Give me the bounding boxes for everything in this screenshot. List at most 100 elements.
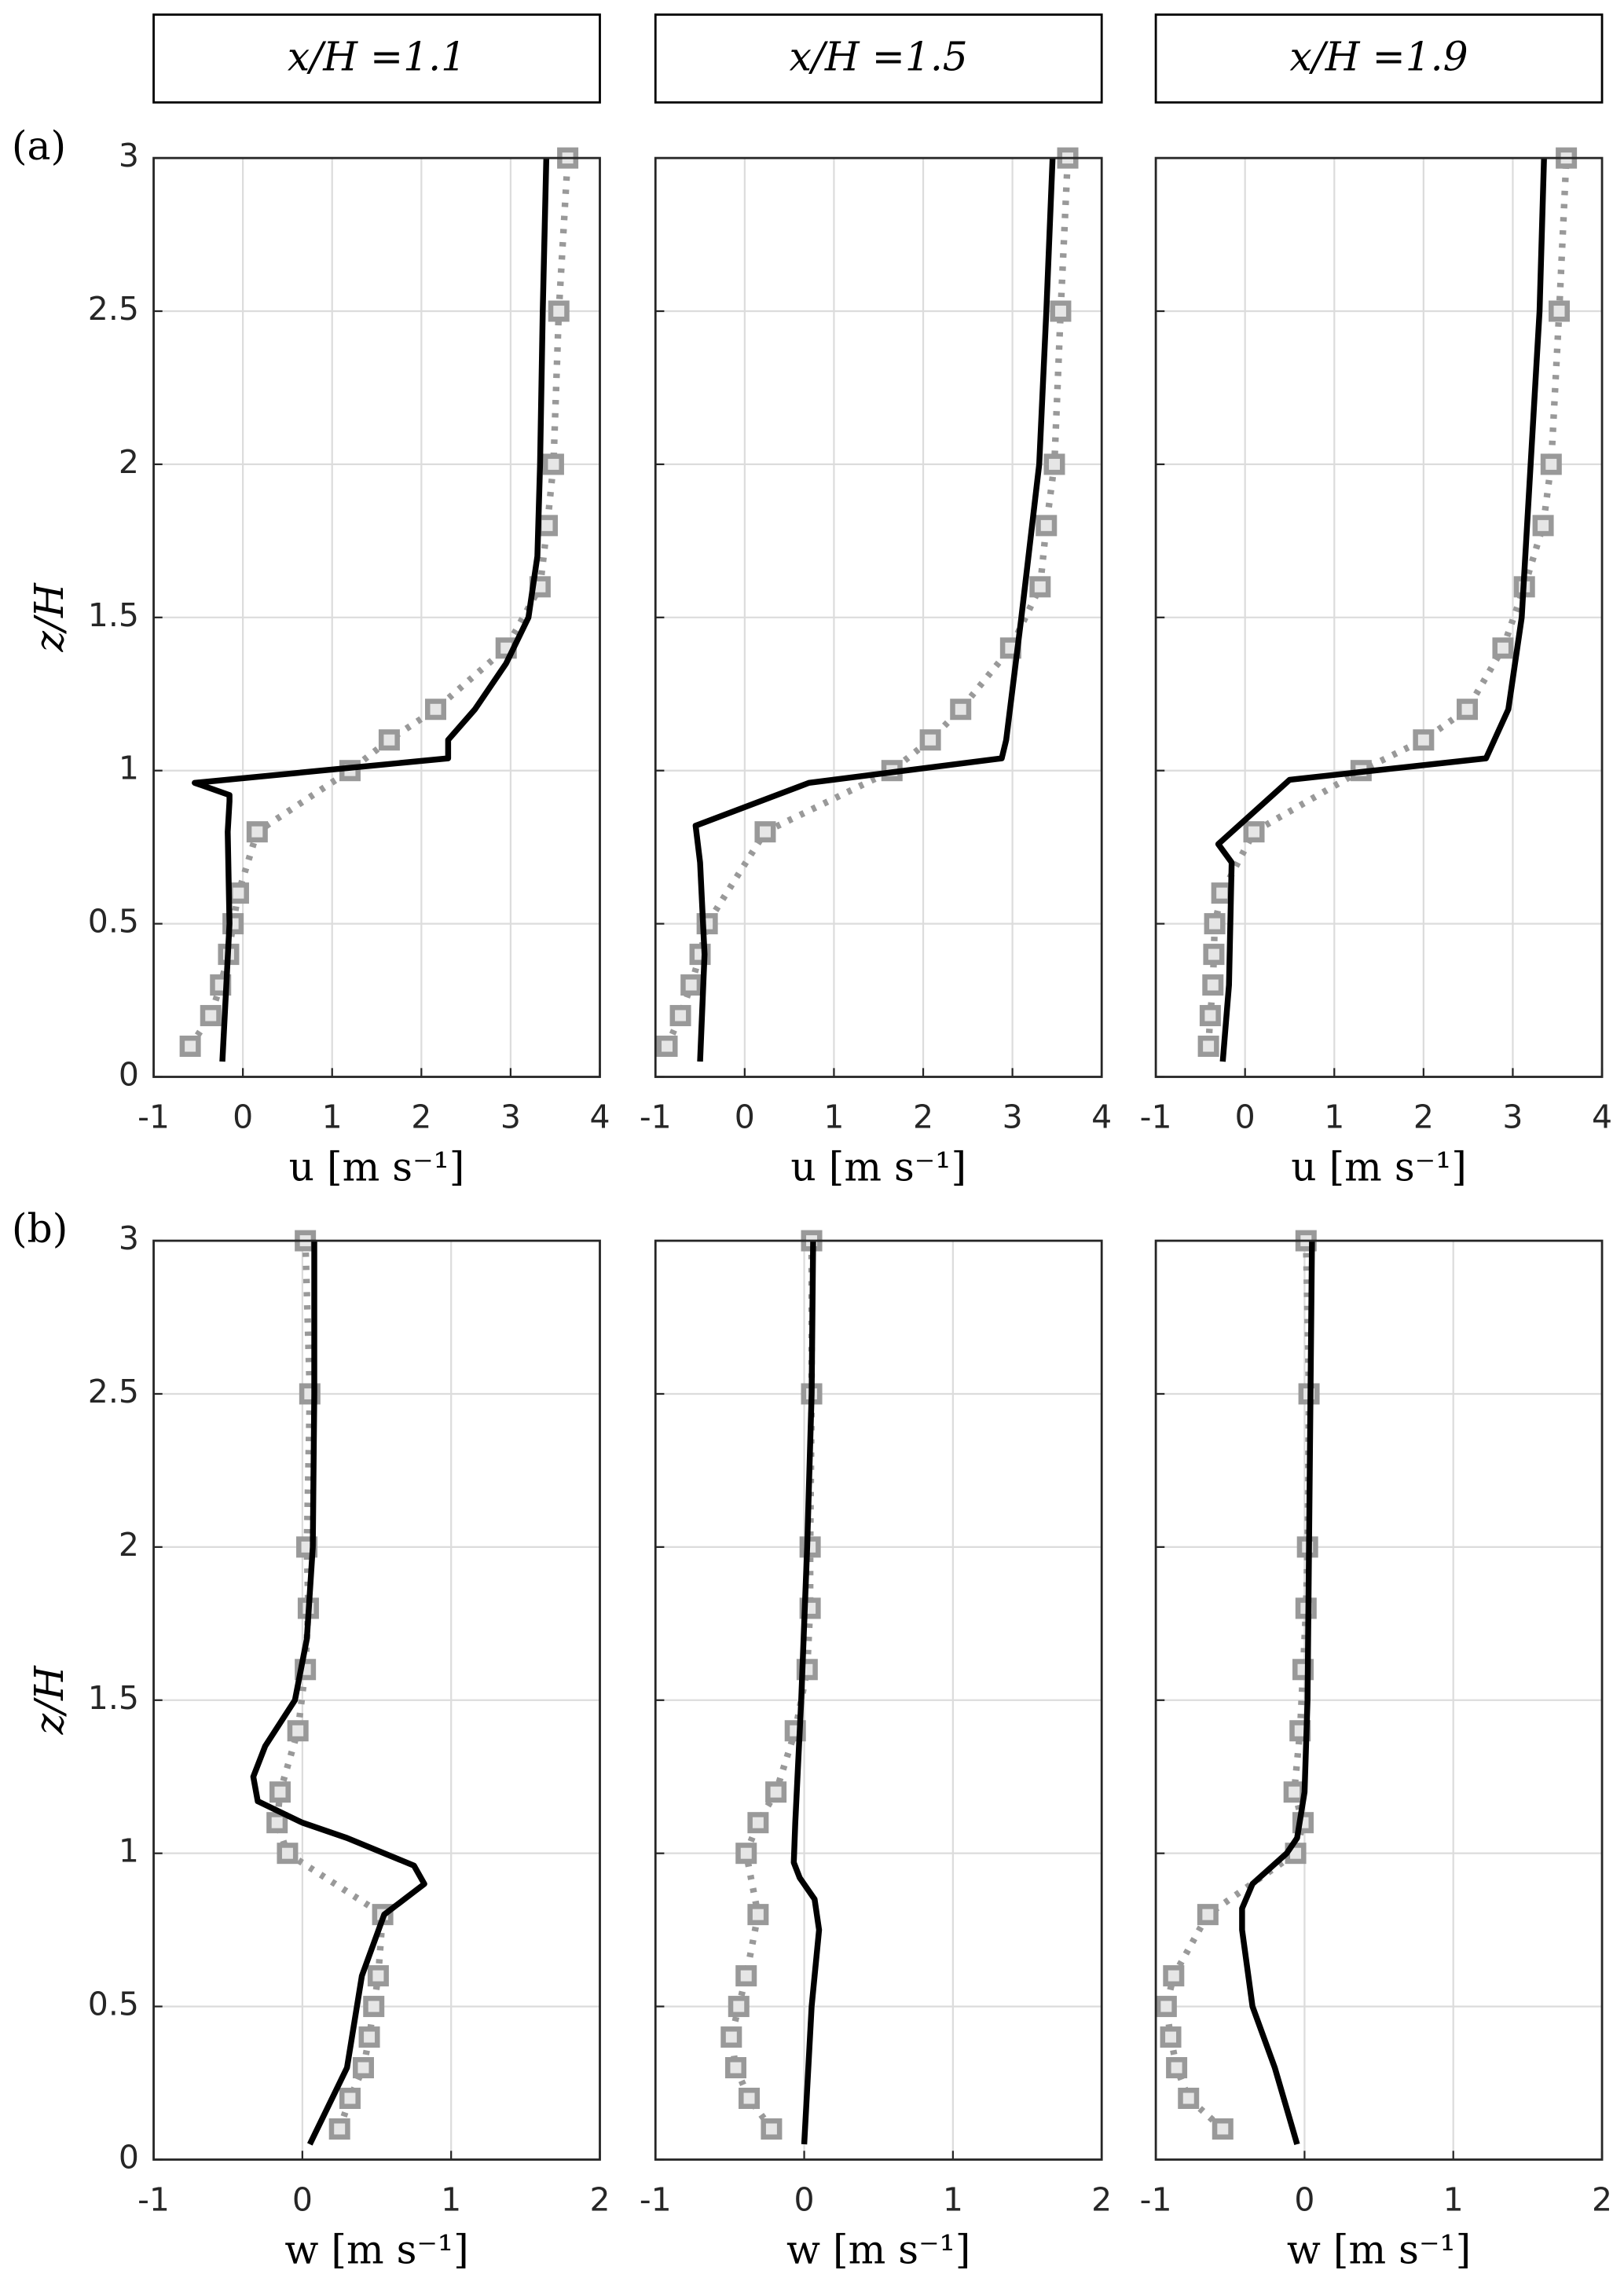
marker	[179, 1036, 201, 1058]
x-tick-label: 2	[411, 1098, 431, 1136]
x-axis-label: w [m s⁻¹]	[284, 2227, 468, 2273]
marker	[1166, 2057, 1188, 2079]
marker	[1178, 2088, 1200, 2110]
marker	[1492, 637, 1514, 659]
title-box	[1154, 13, 1604, 104]
profile-line	[1204, 157, 1570, 1047]
marker	[1540, 453, 1562, 475]
marker	[1413, 729, 1435, 751]
y-tick-label: 3	[119, 137, 139, 174]
marker	[761, 2118, 783, 2140]
y-tick-label: 2.5	[88, 290, 139, 328]
title-box	[654, 13, 1103, 104]
marker	[536, 515, 558, 537]
x-tick-label: 3	[1502, 1098, 1523, 1136]
marker	[765, 1781, 787, 1803]
axes-frame	[1154, 156, 1604, 1078]
marker	[266, 1812, 288, 1834]
marker	[735, 1843, 757, 1865]
marker	[227, 882, 249, 904]
marker	[656, 1036, 678, 1058]
x-axis-label: w [m s⁻¹]	[786, 2227, 970, 2273]
x-tick-label: 2	[589, 2180, 610, 2218]
marker	[1243, 821, 1265, 843]
x-tick-label: 1	[823, 1098, 844, 1136]
marker	[1212, 2118, 1234, 2140]
x-tick-label: 4	[1091, 1098, 1112, 1136]
y-tick-label: 0.5	[88, 1986, 139, 2023]
marker	[747, 1904, 769, 1926]
x-axis-label: u [m s⁻¹]	[790, 1144, 966, 1190]
marker	[1050, 300, 1072, 322]
marker	[1457, 699, 1479, 721]
marker	[1155, 1996, 1177, 2018]
panel-label: (a)	[12, 123, 66, 169]
profile-line	[1163, 1240, 1313, 2132]
x-tick-label: -1	[1140, 2180, 1172, 2218]
x-tick-label: 0	[735, 1098, 755, 1136]
x-tick-label: 4	[1592, 1098, 1612, 1136]
y-tick-label: 0.5	[88, 903, 139, 941]
profile-line	[250, 1241, 427, 2146]
x-tick-label: 0	[1235, 1098, 1256, 1136]
marker	[728, 1996, 750, 2018]
y-axis-label: z/H	[26, 1665, 72, 1735]
marker	[754, 821, 776, 843]
marker	[1163, 1965, 1185, 1987]
panel: (b) -1 0 1 2 0 0.5 1 1.5 2 2.5 3 w [m s⁻¹] z/H	[12, 1205, 610, 2273]
marker	[1204, 913, 1226, 935]
x-tick-label: 3	[500, 1098, 521, 1136]
marker	[680, 974, 702, 996]
profile-line	[728, 1241, 816, 2131]
marker	[669, 1005, 691, 1027]
y-tick-label: 2.5	[88, 1373, 139, 1410]
y-tick-label: 2	[119, 1526, 139, 1564]
panel: x/H =1.1 (a) -1 0 1 2 3 4 0 0.5 1 1.5 2 2.5 3 u [m s⁻¹]…	[12, 13, 610, 1190]
panel: -1 0 1 2 w [m s⁻¹]	[640, 1230, 1112, 2273]
x-tick-label: 1	[1443, 2180, 1464, 2218]
marker	[1197, 1904, 1219, 1926]
profile-line	[273, 1240, 387, 2130]
marker	[1202, 974, 1224, 996]
marker	[739, 2088, 761, 2110]
marker	[1199, 1005, 1221, 1027]
marker	[358, 2026, 380, 2048]
marker	[200, 1005, 222, 1027]
x-tick-label: -1	[137, 1098, 170, 1136]
x-tick-label: 3	[1003, 1098, 1023, 1136]
x-tick-label: 1	[441, 2180, 461, 2218]
x-tick-label: 2	[913, 1098, 933, 1136]
panel-title: x/H =1.1	[288, 33, 466, 79]
x-tick-label: 2	[1592, 2180, 1612, 2218]
y-axis-label: z/H	[26, 582, 72, 652]
y-tick-label: 1.5	[88, 596, 139, 634]
y-tick-label: 1.5	[88, 1679, 139, 1717]
marker	[352, 2057, 374, 2079]
x-tick-label: 0	[794, 2180, 815, 2218]
panel-title: x/H =1.9	[1289, 33, 1468, 79]
x-tick-label: 2	[1413, 1098, 1434, 1136]
marker	[363, 1996, 385, 2018]
marker	[328, 2118, 350, 2140]
marker	[724, 2057, 746, 2079]
x-tick-label: 4	[589, 1098, 610, 1136]
marker	[378, 729, 400, 751]
marker	[1211, 882, 1233, 904]
marker	[950, 699, 972, 721]
marker	[1283, 1781, 1305, 1803]
marker	[1160, 2026, 1182, 2048]
profile-line	[692, 157, 1056, 1062]
title-box	[152, 13, 601, 104]
x-tick-label: 2	[1091, 2180, 1112, 2218]
marker	[548, 300, 570, 322]
y-tick-label: 2	[119, 443, 139, 481]
marker	[424, 699, 446, 721]
marker	[1036, 515, 1058, 537]
x-axis-label: u [m s⁻¹]	[1291, 1144, 1467, 1190]
panel-label: (b)	[12, 1205, 68, 1252]
x-tick-label: 1	[1324, 1098, 1344, 1136]
panel: -1 0 1 2 w [m s⁻¹]	[1140, 1230, 1612, 2273]
x-tick-label: -1	[640, 2180, 672, 2218]
profile-line	[1239, 1241, 1315, 2146]
